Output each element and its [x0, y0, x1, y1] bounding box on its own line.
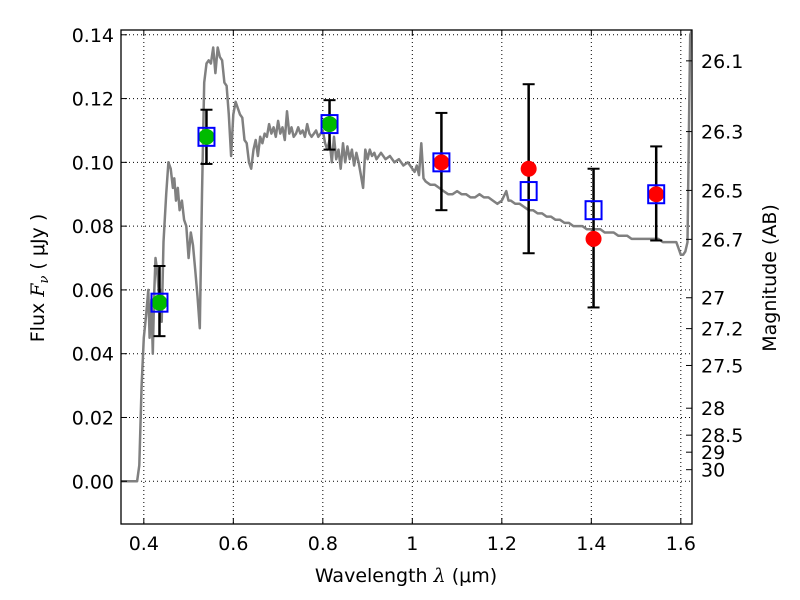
observed-flux-point: [198, 128, 215, 145]
y2-tick-label: 26.7: [701, 229, 743, 251]
y-tick-label: 0.00: [72, 471, 114, 493]
model-photometry-marker: [584, 200, 603, 221]
spectrum-layer: [121, 30, 692, 483]
y2-tick-label: 26.5: [701, 180, 743, 202]
y2-tick-label: 30: [701, 460, 725, 482]
y-tick-label: 0.12: [72, 89, 114, 111]
x-tick-label: 1.4: [576, 533, 606, 555]
y2-tick-label: 26.1: [701, 51, 743, 73]
x-tick-label: 1.2: [487, 533, 517, 555]
x-tick-label: 1.6: [666, 533, 696, 555]
x-tick-label: 0.4: [129, 533, 159, 555]
observed-flux-point: [648, 186, 665, 203]
x-tick-label: 1: [406, 533, 418, 555]
x-axis: 0.4 0.6 0.8 1 1.2 1.4 1.6: [129, 30, 696, 555]
x-tick-label: 0.8: [308, 533, 338, 555]
model-photometry-marker: [150, 292, 169, 313]
grid: [121, 30, 692, 524]
y2-tick-label: 26.3: [701, 122, 743, 144]
y-tick-label: 0.06: [72, 280, 114, 302]
y-tick-label: 0.08: [72, 216, 114, 238]
model-photometry-marker: [197, 126, 216, 147]
x-axis-label: Wavelength λ (μm): [315, 565, 497, 587]
y2-tick-label: 27: [701, 288, 725, 310]
y2-tick-label: 28: [701, 398, 725, 420]
y-tick-label: 0.10: [72, 152, 114, 174]
model-photometry-marker: [519, 181, 538, 202]
plot-area: [121, 30, 692, 483]
y2-axis-label: Magnitude (AB): [759, 204, 781, 352]
observed-flux-point: [321, 116, 338, 133]
plot-frame: [120, 29, 693, 525]
observed-flux-point: [433, 154, 450, 171]
y-axis-label: Flux Fν ( μJy ): [27, 214, 52, 343]
y-tick-label: 0.02: [72, 407, 114, 429]
spectrum-line: [121, 30, 692, 483]
y-tick-label: 0.04: [72, 344, 114, 366]
model-photometry-marker: [432, 152, 451, 173]
y-tick-label: 0.14: [72, 25, 114, 47]
observed-flux-point: [520, 160, 537, 177]
model-photometry-marker: [647, 184, 666, 205]
model-photometry-marker: [320, 114, 339, 135]
y2-tick-label: 28.5: [701, 425, 743, 447]
y-axis: 0.00 0.02 0.04 0.06 0.08 0.10 0.12 0.14: [72, 25, 127, 493]
square-layer: [150, 114, 666, 313]
y2-tick-label: 27.2: [701, 319, 743, 341]
x-tick-label: 0.6: [218, 533, 248, 555]
observed-flux-point: [151, 294, 168, 311]
y2-tick-label: 27.5: [701, 355, 743, 377]
circle-layer: [151, 116, 665, 311]
y2-tick-label: 29: [701, 442, 725, 464]
observed-flux-point: [585, 230, 602, 247]
